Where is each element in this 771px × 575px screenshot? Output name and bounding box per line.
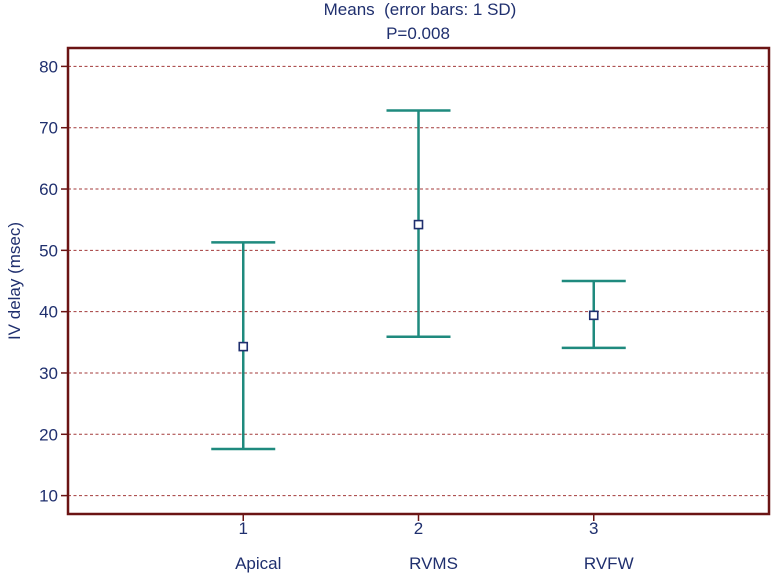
chart-title: Means (error bars: 1 SD) (324, 0, 517, 19)
y-tick-label: 20 (39, 425, 58, 444)
mean-marker (588, 310, 599, 321)
mean-marker (238, 341, 249, 352)
mean-marker (413, 219, 424, 230)
x-tick-label: 2 (414, 519, 423, 538)
y-tick-label: 50 (39, 241, 58, 260)
y-tick-label: 70 (39, 119, 58, 138)
grid-layer (68, 65, 769, 497)
y-tick-label: 10 (39, 487, 58, 506)
x-group-label: RVMS (409, 554, 458, 573)
x-tick-label: 3 (589, 519, 598, 538)
x-tick-label: 1 (239, 519, 248, 538)
y-axis-label: IV delay (msec) (5, 222, 24, 340)
y-tick-label: 30 (39, 364, 58, 383)
x-group-label: Apical (235, 554, 281, 573)
x-group-label: RVFW (584, 554, 634, 573)
chart-subtitle: P=0.008 (386, 24, 450, 43)
y-tick-label: 60 (39, 180, 58, 199)
x-ticks: 1 Apical 2 RVMS 3 RVFW (235, 514, 634, 573)
y-tick-label: 40 (39, 303, 58, 322)
error-bars-layer (211, 109, 626, 451)
y-ticks: 10 20 30 40 50 60 70 80 (39, 57, 68, 506)
y-tick-label: 80 (39, 57, 58, 76)
